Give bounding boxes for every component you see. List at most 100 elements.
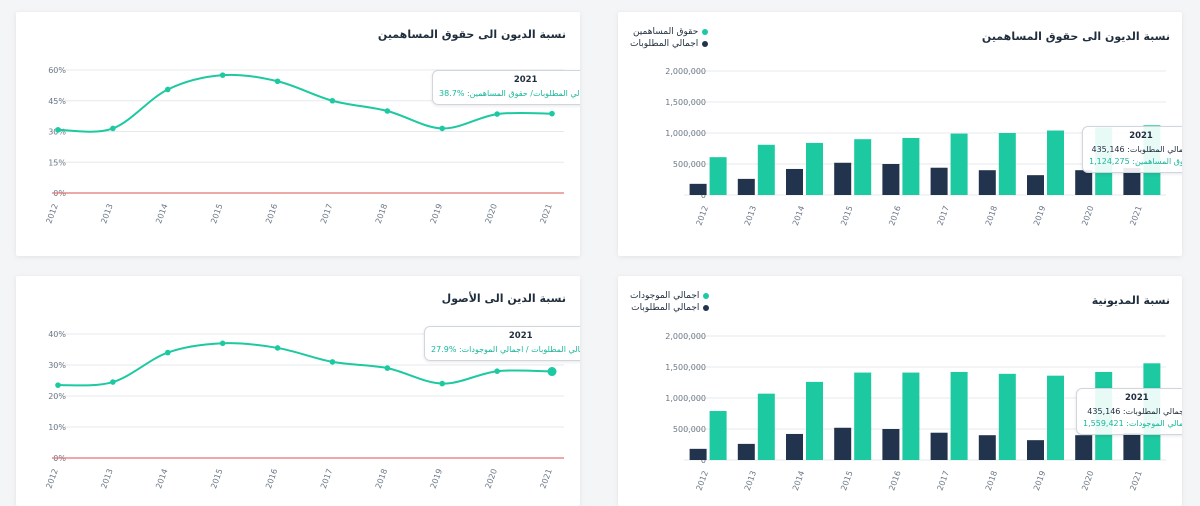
tooltip-year: 2021 — [508, 331, 533, 341]
x-tick-label: 2015 — [209, 203, 224, 225]
x-tick-label: 2016 — [887, 470, 902, 492]
data-point — [494, 368, 500, 374]
x-tick-label: 2015 — [839, 205, 854, 227]
bar-liabilities — [786, 433, 803, 460]
legend-dot — [702, 29, 709, 35]
card-debt-to-equity-ratio: نسبة الديون الى حقوق المساهمين 0%15%30%4… — [16, 12, 580, 256]
x-tick-label: 2019 — [1032, 205, 1047, 227]
bar-liabilities — [1123, 433, 1141, 460]
bar-liabilities — [1027, 175, 1044, 195]
bar-liabilities — [834, 162, 852, 195]
chart-legend: اجمالي الموجودات اجمالي المطلوبات — [630, 290, 710, 314]
x-tick-label: 2020 — [484, 203, 499, 225]
bar-secondary — [902, 372, 920, 460]
x-tick-label: 2015 — [209, 468, 224, 490]
x-tick-label: 2021 — [538, 203, 553, 225]
bar-secondary — [998, 373, 1016, 460]
legend-item-equity[interactable]: حقوق المساهمين — [630, 26, 709, 38]
card-title: نسبة المديونية — [1091, 294, 1170, 307]
data-point — [274, 78, 281, 85]
bar-liabilities — [737, 443, 755, 460]
tooltip-line: نسبة اجمالي المطلوبات/ حقوق المساهمين: %… — [439, 89, 580, 98]
x-tick-label: 2013 — [99, 203, 114, 225]
bar-liabilities — [1075, 435, 1093, 460]
x-tick-label: 2016 — [264, 203, 279, 225]
x-tick-label: 2020 — [484, 468, 499, 490]
bar-secondary — [806, 381, 823, 460]
x-tick-label: 2014 — [154, 203, 169, 225]
card-liabilities-vs-equity: نسبة الديون الى حقوق المساهمين حقوق المس… — [618, 12, 1182, 256]
card-debt-to-assets-ratio: نسبة الدين الى الأصول 0% 10% 20% 30% 40% 2012… — [16, 276, 580, 506]
x-tick-label: 2012 — [695, 205, 710, 227]
bar-liabilities — [1075, 170, 1093, 195]
x-tick-label: 2017 — [319, 468, 334, 490]
bar-secondary — [998, 133, 1016, 195]
bar-secondary — [757, 393, 775, 460]
data-point — [55, 382, 61, 388]
data-point — [329, 97, 336, 104]
y-tick-label: 1,500,000 — [665, 363, 706, 372]
legend-item-assets[interactable]: اجمالي الموجودات — [630, 290, 710, 302]
card-title: نسبة الديون الى حقوق المساهمين — [981, 30, 1170, 43]
x-tick-label: 2012 — [44, 468, 59, 490]
line-chart[interactable]: 0%10%20%30%40%2012 2013 2014 2015 2016 2017 20… — [16, 276, 580, 506]
legend-label: اجمالي المطلوبات — [630, 39, 699, 49]
y-tick-label: 0 — [701, 456, 706, 465]
bar-chart[interactable]: 0 500,000 1,000,000 1,500,000 2,000,000 2012 2… — [618, 276, 1182, 506]
tooltip-line: اجمالي المطلوبات: 435,146 — [1087, 407, 1182, 416]
y-tick-label: 60% — [48, 66, 66, 75]
tooltip-year: 2021 — [1129, 131, 1153, 141]
tooltip-year: 2021 — [513, 75, 538, 85]
x-tick-label: 2017 — [319, 203, 334, 225]
y-tick-label: 1,500,000 — [665, 98, 706, 107]
data-point — [439, 380, 446, 387]
y-tick-label: 45% — [48, 97, 66, 106]
bar-chart[interactable]: 0 500,000 1,000,000 1,500,000 2,000,000 2012 2… — [618, 12, 1182, 256]
bar-secondary — [1047, 375, 1064, 460]
bar-liabilities — [786, 168, 803, 195]
x-tick-label: 2012 — [44, 203, 59, 225]
data-point — [329, 359, 336, 365]
y-tick-label: 40% — [48, 330, 66, 339]
x-tick-label: 2020 — [1080, 470, 1095, 492]
data-point — [439, 125, 446, 132]
tooltip-line: اجمالي المطلوبات: 435,146 — [1091, 145, 1183, 154]
legend-item-liabilities[interactable]: اجمالي المطلوبات — [630, 38, 709, 50]
data-point — [219, 340, 226, 347]
bar-liabilities — [689, 448, 707, 460]
chart-tooltip: 2021 اجمالي المطلوبات: 435,146 اجمالي ال… — [1076, 388, 1182, 435]
line-chart[interactable]: 0%15%30%45%60%20122013201420152016201720… — [16, 12, 580, 256]
y-tick-label: 10% — [48, 423, 66, 432]
bar-liabilities — [978, 435, 996, 460]
x-tick-label: 2019 — [429, 203, 444, 225]
bar-liabilities — [834, 427, 852, 460]
legend-dot — [702, 41, 709, 47]
series-line — [57, 73, 553, 133]
series-line — [57, 342, 553, 387]
bar-secondary — [1047, 130, 1064, 195]
y-tick-label: 1,000,000 — [665, 129, 706, 138]
data-point — [384, 108, 391, 114]
bar-secondary — [757, 144, 775, 195]
chart-legend: حقوق المساهمين اجمالي المطلوبات — [630, 26, 709, 50]
y-tick-label: 500,000 — [673, 160, 706, 169]
bar-liabilities — [930, 432, 948, 460]
tooltip-year: 2021 — [1124, 393, 1149, 403]
x-tick-label: 2016 — [264, 468, 279, 490]
x-tick-label: 2018 — [374, 468, 389, 490]
bar-secondary — [854, 139, 872, 195]
bar-liabilities — [978, 170, 996, 195]
x-tick-label: 2019 — [429, 468, 444, 490]
bar-secondary — [709, 157, 727, 195]
x-tick-label: 2013 — [743, 205, 758, 227]
legend-label: حقوق المساهمين — [632, 27, 699, 37]
bar-liabilities — [1123, 168, 1141, 195]
y-tick-label: 2,000,000 — [665, 67, 706, 76]
x-tick-label: 2015 — [839, 470, 854, 492]
legend-label: اجمالي المطلوبات — [631, 303, 700, 313]
legend-item-liabilities[interactable]: اجمالي المطلوبات — [630, 302, 710, 314]
bar-liabilities — [882, 164, 900, 195]
y-tick-label: 1,000,000 — [665, 394, 706, 403]
bar-liabilities — [737, 178, 755, 195]
card-title: نسبة الدين الى الأصول — [441, 292, 566, 305]
